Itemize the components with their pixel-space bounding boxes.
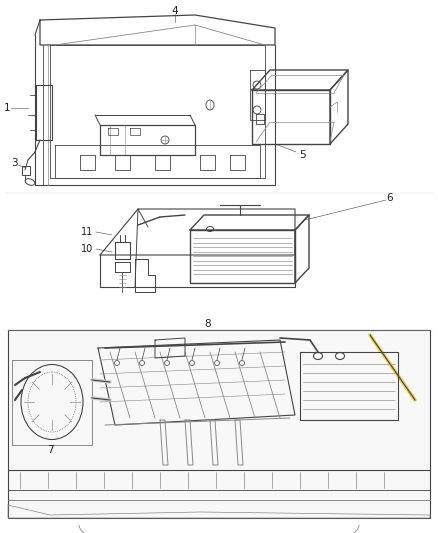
- Text: 7: 7: [47, 445, 53, 455]
- Text: 8: 8: [205, 319, 211, 329]
- Text: 11: 11: [81, 227, 93, 237]
- Text: 1: 1: [4, 103, 11, 113]
- Text: 6: 6: [387, 193, 393, 203]
- Text: 3: 3: [11, 158, 18, 168]
- Text: 4: 4: [172, 6, 178, 16]
- Text: 5: 5: [299, 150, 305, 160]
- Text: 10: 10: [81, 244, 93, 254]
- Bar: [8, 330, 430, 518]
